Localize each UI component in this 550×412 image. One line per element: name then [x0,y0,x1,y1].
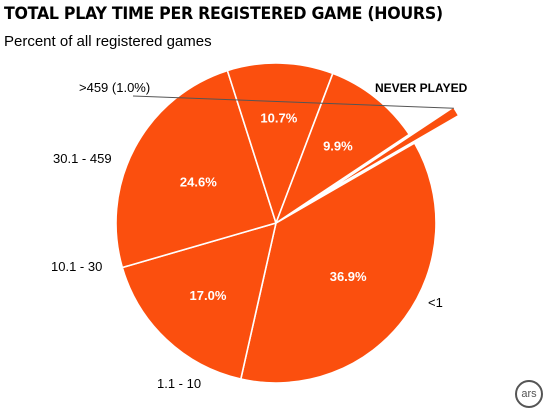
pie-slice [115,69,277,269]
slice-value-label: 24.6% [180,175,217,190]
slice-category-label: 10.1 - 30 [51,259,102,274]
slice-value-label: 9.9% [323,138,353,153]
ars-logo-text: ars [521,388,537,400]
slice-category-label: 30.1 - 459 [53,151,112,166]
slice-category-label: <1 [428,295,443,310]
chart-title: TOTAL PLAY TIME PER REGISTERED GAME (HOU… [4,4,443,24]
pie-slice [121,222,277,380]
slice-value-label: 17.0% [190,288,227,303]
ars-logo: ars [515,380,543,408]
slice-value-label: 10.7% [260,110,297,125]
slice-category-label: NEVER PLAYED [375,81,468,95]
chart-subtitle: Percent of all registered games [4,33,212,50]
leader-line [132,95,454,109]
pie-slice [240,142,437,384]
slice-category-label: 1.1 - 10 [157,376,201,391]
pie-slice [275,72,411,224]
slice-value-label: 36.9% [330,269,367,284]
pie-slice [319,106,460,197]
slice-category-label: >459 (1.0%) [79,80,150,95]
